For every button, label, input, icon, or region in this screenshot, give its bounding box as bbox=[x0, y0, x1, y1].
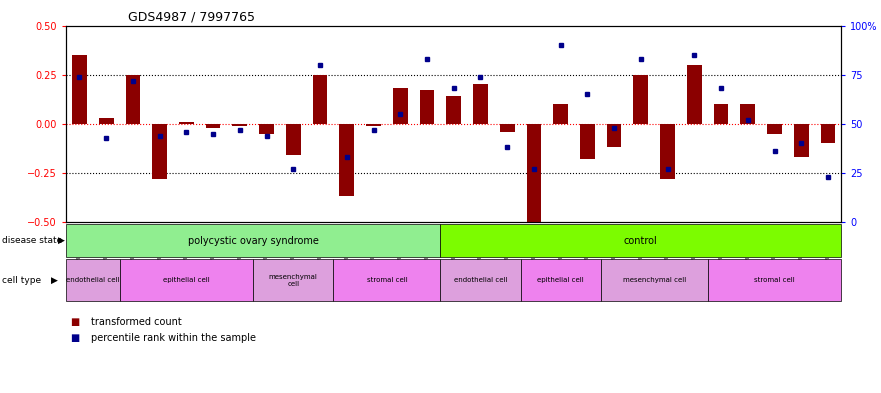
Text: ■: ■ bbox=[70, 333, 79, 343]
Bar bbox=[767, 124, 781, 134]
Bar bbox=[660, 124, 675, 179]
Text: endothelial cell: endothelial cell bbox=[454, 277, 507, 283]
Bar bbox=[500, 124, 515, 132]
Text: stromal cell: stromal cell bbox=[754, 277, 795, 283]
Bar bbox=[714, 104, 729, 124]
Bar bbox=[259, 124, 274, 134]
Bar bbox=[206, 124, 220, 128]
Bar bbox=[527, 124, 541, 222]
Text: control: control bbox=[624, 236, 658, 246]
Text: polycystic ovary syndrome: polycystic ovary syndrome bbox=[188, 236, 319, 246]
Text: mesenchymal
cell: mesenchymal cell bbox=[269, 274, 318, 286]
Bar bbox=[393, 88, 408, 124]
Text: GDS4987 / 7997765: GDS4987 / 7997765 bbox=[128, 11, 255, 24]
Bar bbox=[286, 124, 300, 155]
Bar bbox=[179, 122, 194, 124]
Text: stromal cell: stromal cell bbox=[366, 277, 407, 283]
Bar bbox=[740, 104, 755, 124]
Text: disease state: disease state bbox=[2, 236, 62, 245]
Bar bbox=[553, 104, 568, 124]
Bar bbox=[233, 124, 248, 126]
Bar bbox=[419, 90, 434, 124]
Bar bbox=[580, 124, 595, 159]
Bar bbox=[72, 55, 87, 124]
Bar bbox=[633, 75, 648, 124]
Bar bbox=[820, 124, 835, 143]
Bar bbox=[313, 75, 328, 124]
Bar bbox=[339, 124, 354, 196]
Text: percentile rank within the sample: percentile rank within the sample bbox=[91, 333, 255, 343]
Bar bbox=[152, 124, 167, 179]
Text: endothelial cell: endothelial cell bbox=[66, 277, 120, 283]
Text: ■: ■ bbox=[70, 317, 79, 327]
Bar bbox=[126, 75, 140, 124]
Bar bbox=[687, 65, 701, 124]
Bar bbox=[447, 96, 461, 124]
Text: epithelial cell: epithelial cell bbox=[537, 277, 584, 283]
Text: transformed count: transformed count bbox=[91, 317, 181, 327]
Text: cell type: cell type bbox=[2, 275, 41, 285]
Text: epithelial cell: epithelial cell bbox=[163, 277, 210, 283]
Bar bbox=[99, 118, 114, 124]
Text: ▶: ▶ bbox=[51, 275, 58, 285]
Text: ▶: ▶ bbox=[58, 236, 65, 245]
Bar bbox=[794, 124, 809, 157]
Text: mesenchymal cell: mesenchymal cell bbox=[623, 277, 685, 283]
Bar bbox=[366, 124, 381, 126]
Bar bbox=[607, 124, 621, 147]
Bar bbox=[473, 84, 488, 124]
